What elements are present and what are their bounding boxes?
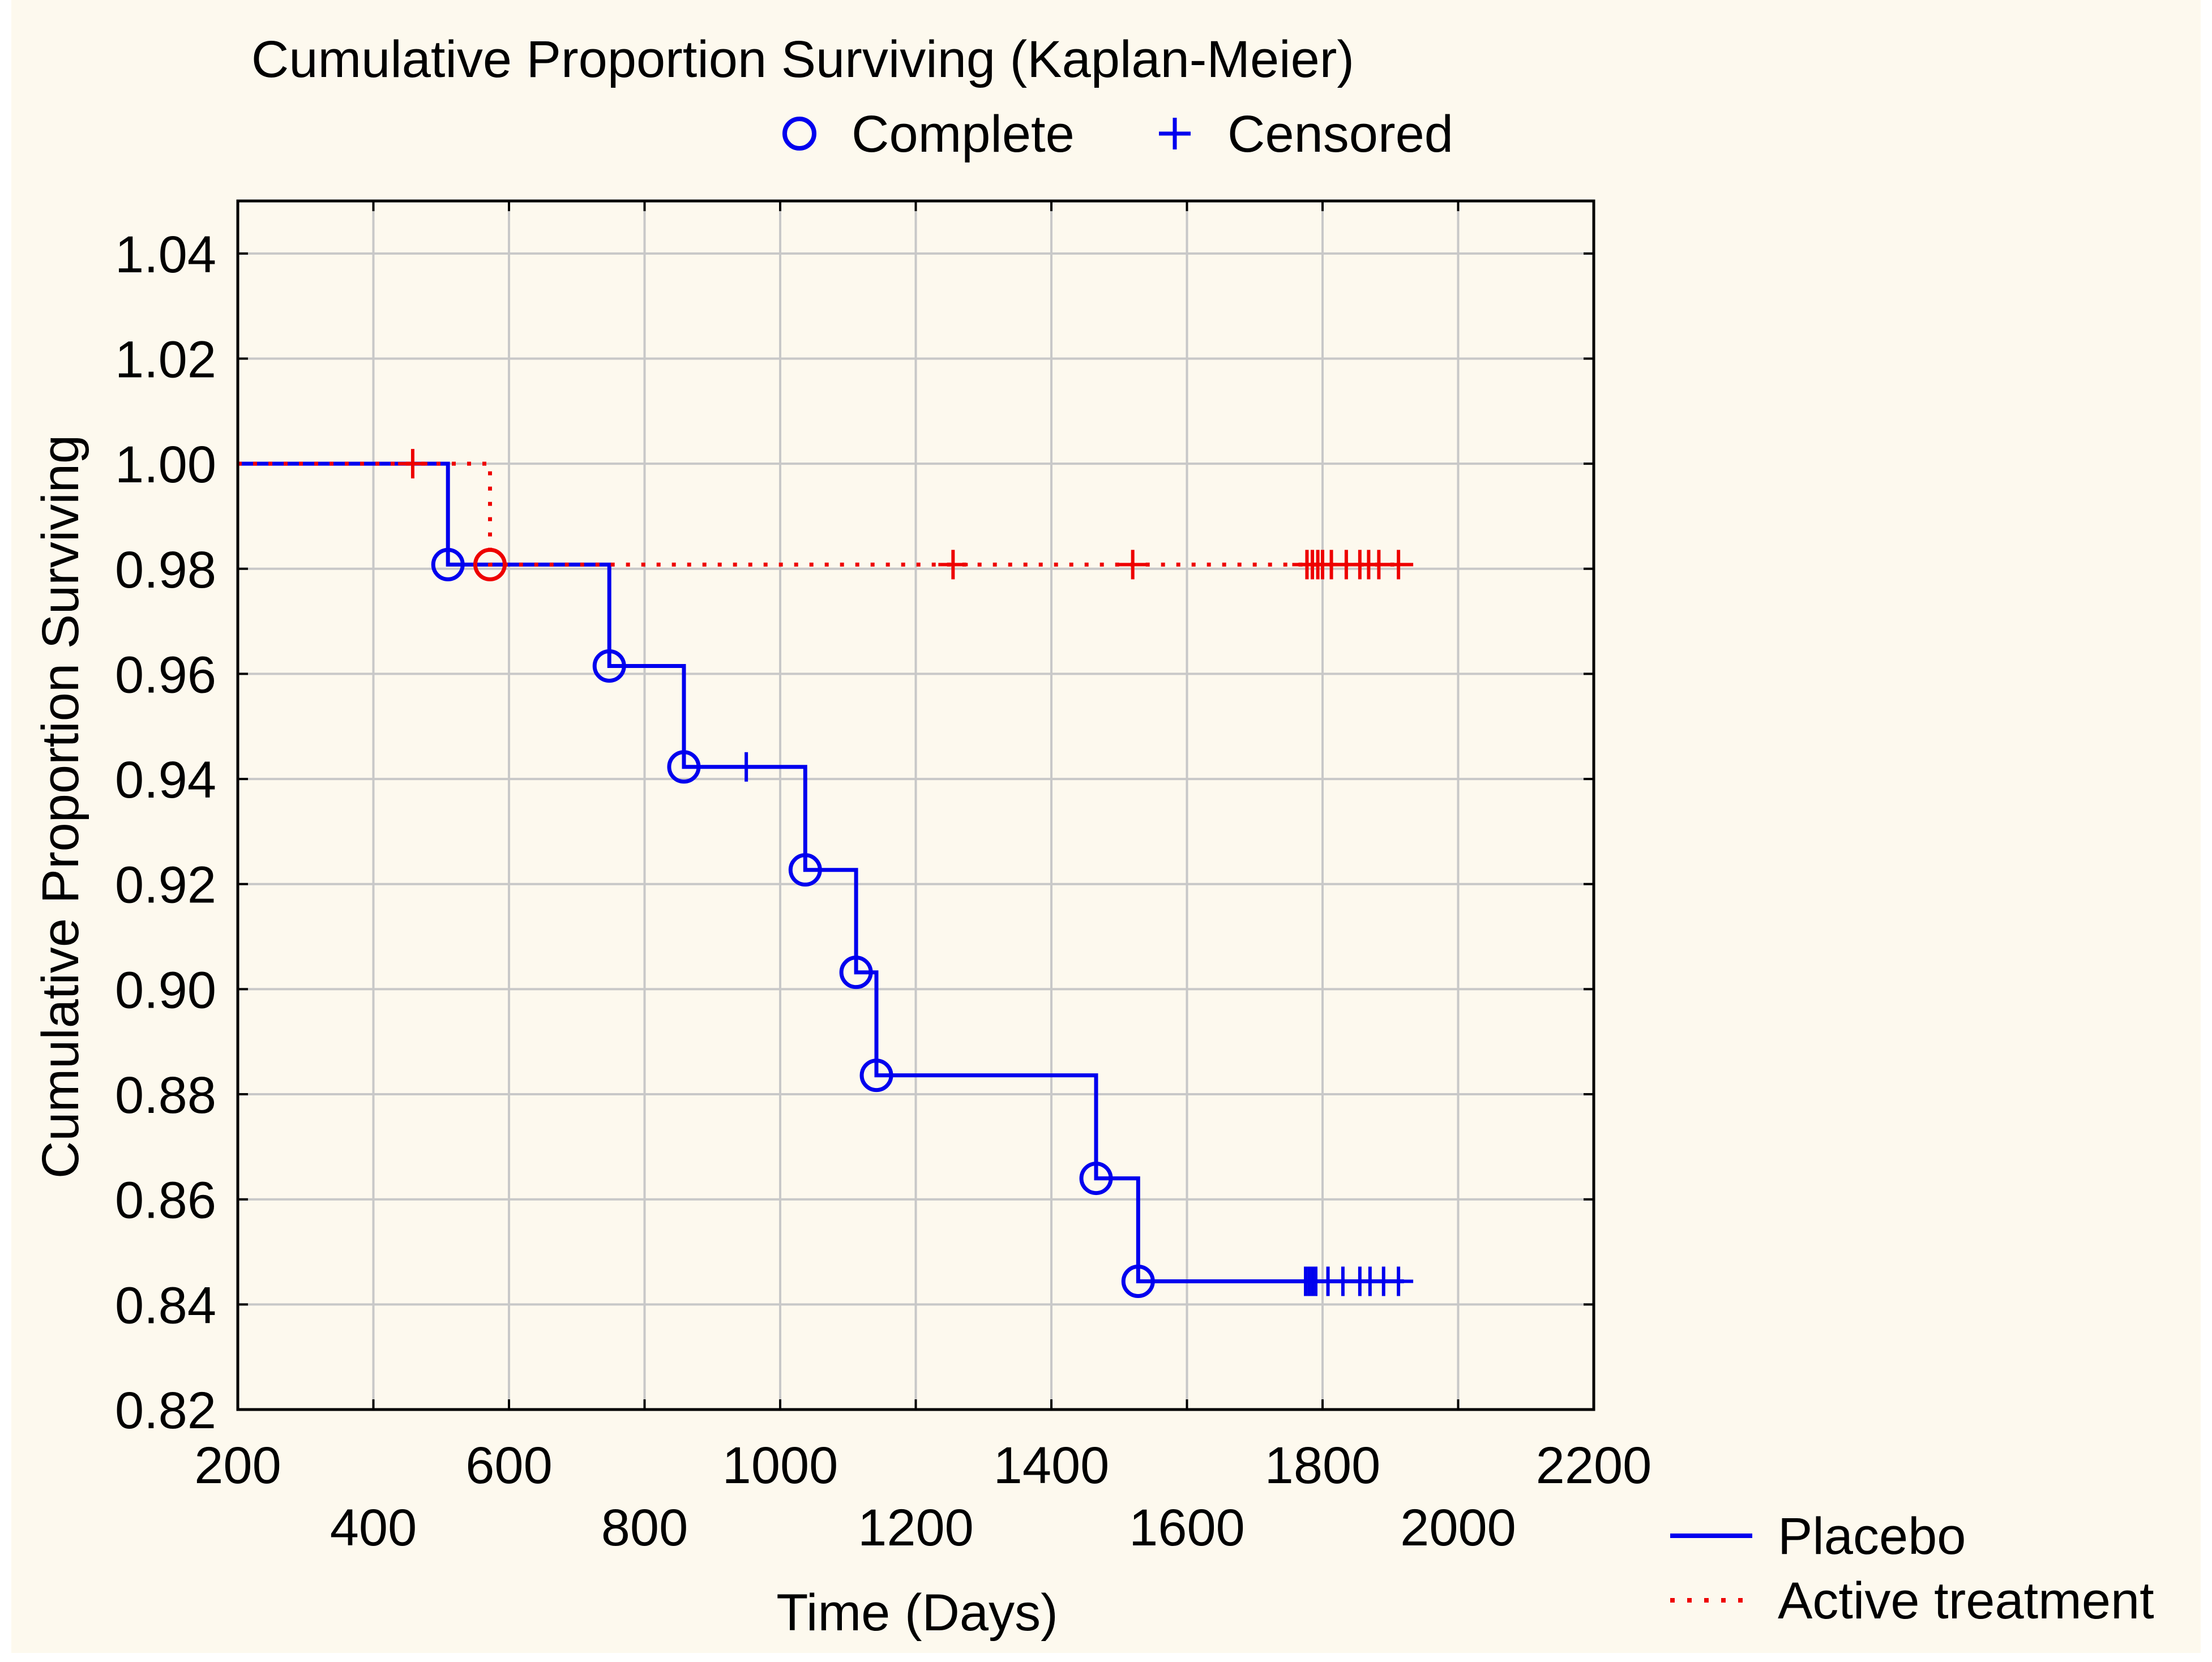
- x-tick-label: 1600: [1129, 1499, 1245, 1557]
- x-tick-label: 1000: [722, 1437, 838, 1494]
- placebo-complete-marker: [431, 547, 465, 581]
- plot-area-border: [236, 199, 1595, 1411]
- y-tick-label: 1.02: [115, 331, 216, 388]
- y-tick-label: 0.98: [115, 541, 216, 599]
- legend-complete-marker: [782, 117, 816, 151]
- legend-placebo-label: Placebo: [1778, 1507, 1966, 1565]
- x-tick-label: 200: [194, 1437, 281, 1494]
- x-tick-label: 1800: [1265, 1437, 1381, 1494]
- placebo-censored-marker: [1384, 1266, 1414, 1296]
- placebo-complete-marker: [788, 853, 822, 887]
- x-tick-label: 800: [601, 1499, 688, 1557]
- placebo-complete-marker: [667, 750, 701, 784]
- active-censored-marker: [1118, 550, 1148, 580]
- x-tick-label: 1400: [994, 1437, 1110, 1494]
- series-layer: [238, 449, 1414, 1299]
- y-tick-label: 0.84: [115, 1277, 216, 1334]
- x-tick-label: 2200: [1536, 1437, 1652, 1494]
- y-axis-label: Cumulative Proportion Surviving: [32, 435, 89, 1179]
- chart-title: Cumulative Proportion Surviving (Kaplan-…: [251, 31, 1354, 88]
- placebo-complete-marker: [859, 1059, 893, 1093]
- y-tick-label: 0.92: [115, 856, 216, 914]
- legend-censored-label: Censored: [1227, 105, 1453, 163]
- y-tick-label: 0.90: [115, 961, 216, 1019]
- legend-censored-marker: [1159, 118, 1191, 149]
- active-censored-marker: [938, 550, 968, 580]
- x-axis-label: Time (Days): [776, 1584, 1058, 1642]
- active-survival-line: [238, 461, 1404, 567]
- placebo-series: [238, 461, 1414, 1299]
- y-tick-label: 0.94: [115, 751, 216, 809]
- y-tick-label: 0.82: [115, 1382, 216, 1440]
- y-tick-label: 0.96: [115, 646, 216, 704]
- chart-background: 200 400 600 800 1000 1200 1400 1600 1800 2000 2200…: [11, 0, 2201, 1653]
- y-tick-label: 0.86: [115, 1172, 216, 1230]
- axis-ticks: 200 400 600 800 1000 1200 1400 1600 1800 2000 2200…: [115, 201, 1651, 1557]
- y-tick-label: 1.00: [115, 436, 216, 494]
- placebo-complete-marker: [1121, 1265, 1155, 1299]
- placebo-censored-marker: [731, 752, 761, 782]
- active-series: [238, 449, 1414, 581]
- x-tick-label: 600: [465, 1437, 553, 1494]
- active-censored-marker: [1384, 550, 1414, 580]
- km-chart: 200 400 600 800 1000 1200 1400 1600 1800 2000 2200…: [32, 31, 2154, 1642]
- x-tick-label: 2000: [1400, 1499, 1516, 1557]
- placebo-complete-marker: [839, 956, 873, 990]
- active-complete-marker: [473, 547, 507, 581]
- grid: [238, 201, 1594, 1410]
- legend-active-label: Active treatment: [1778, 1572, 2154, 1630]
- x-tick-label: 400: [330, 1499, 417, 1557]
- placebo-complete-marker: [592, 649, 626, 683]
- x-tick-label: 1200: [858, 1499, 974, 1557]
- active-censored-marker: [397, 449, 427, 479]
- y-tick-label: 1.04: [115, 226, 216, 284]
- placebo-complete-marker: [1079, 1162, 1113, 1196]
- y-tick-label: 0.88: [115, 1066, 216, 1124]
- marker-legend: Complete Censored: [782, 105, 1453, 163]
- series-legend: Placebo Active treatment: [1670, 1507, 2154, 1630]
- legend-complete-label: Complete: [852, 105, 1075, 163]
